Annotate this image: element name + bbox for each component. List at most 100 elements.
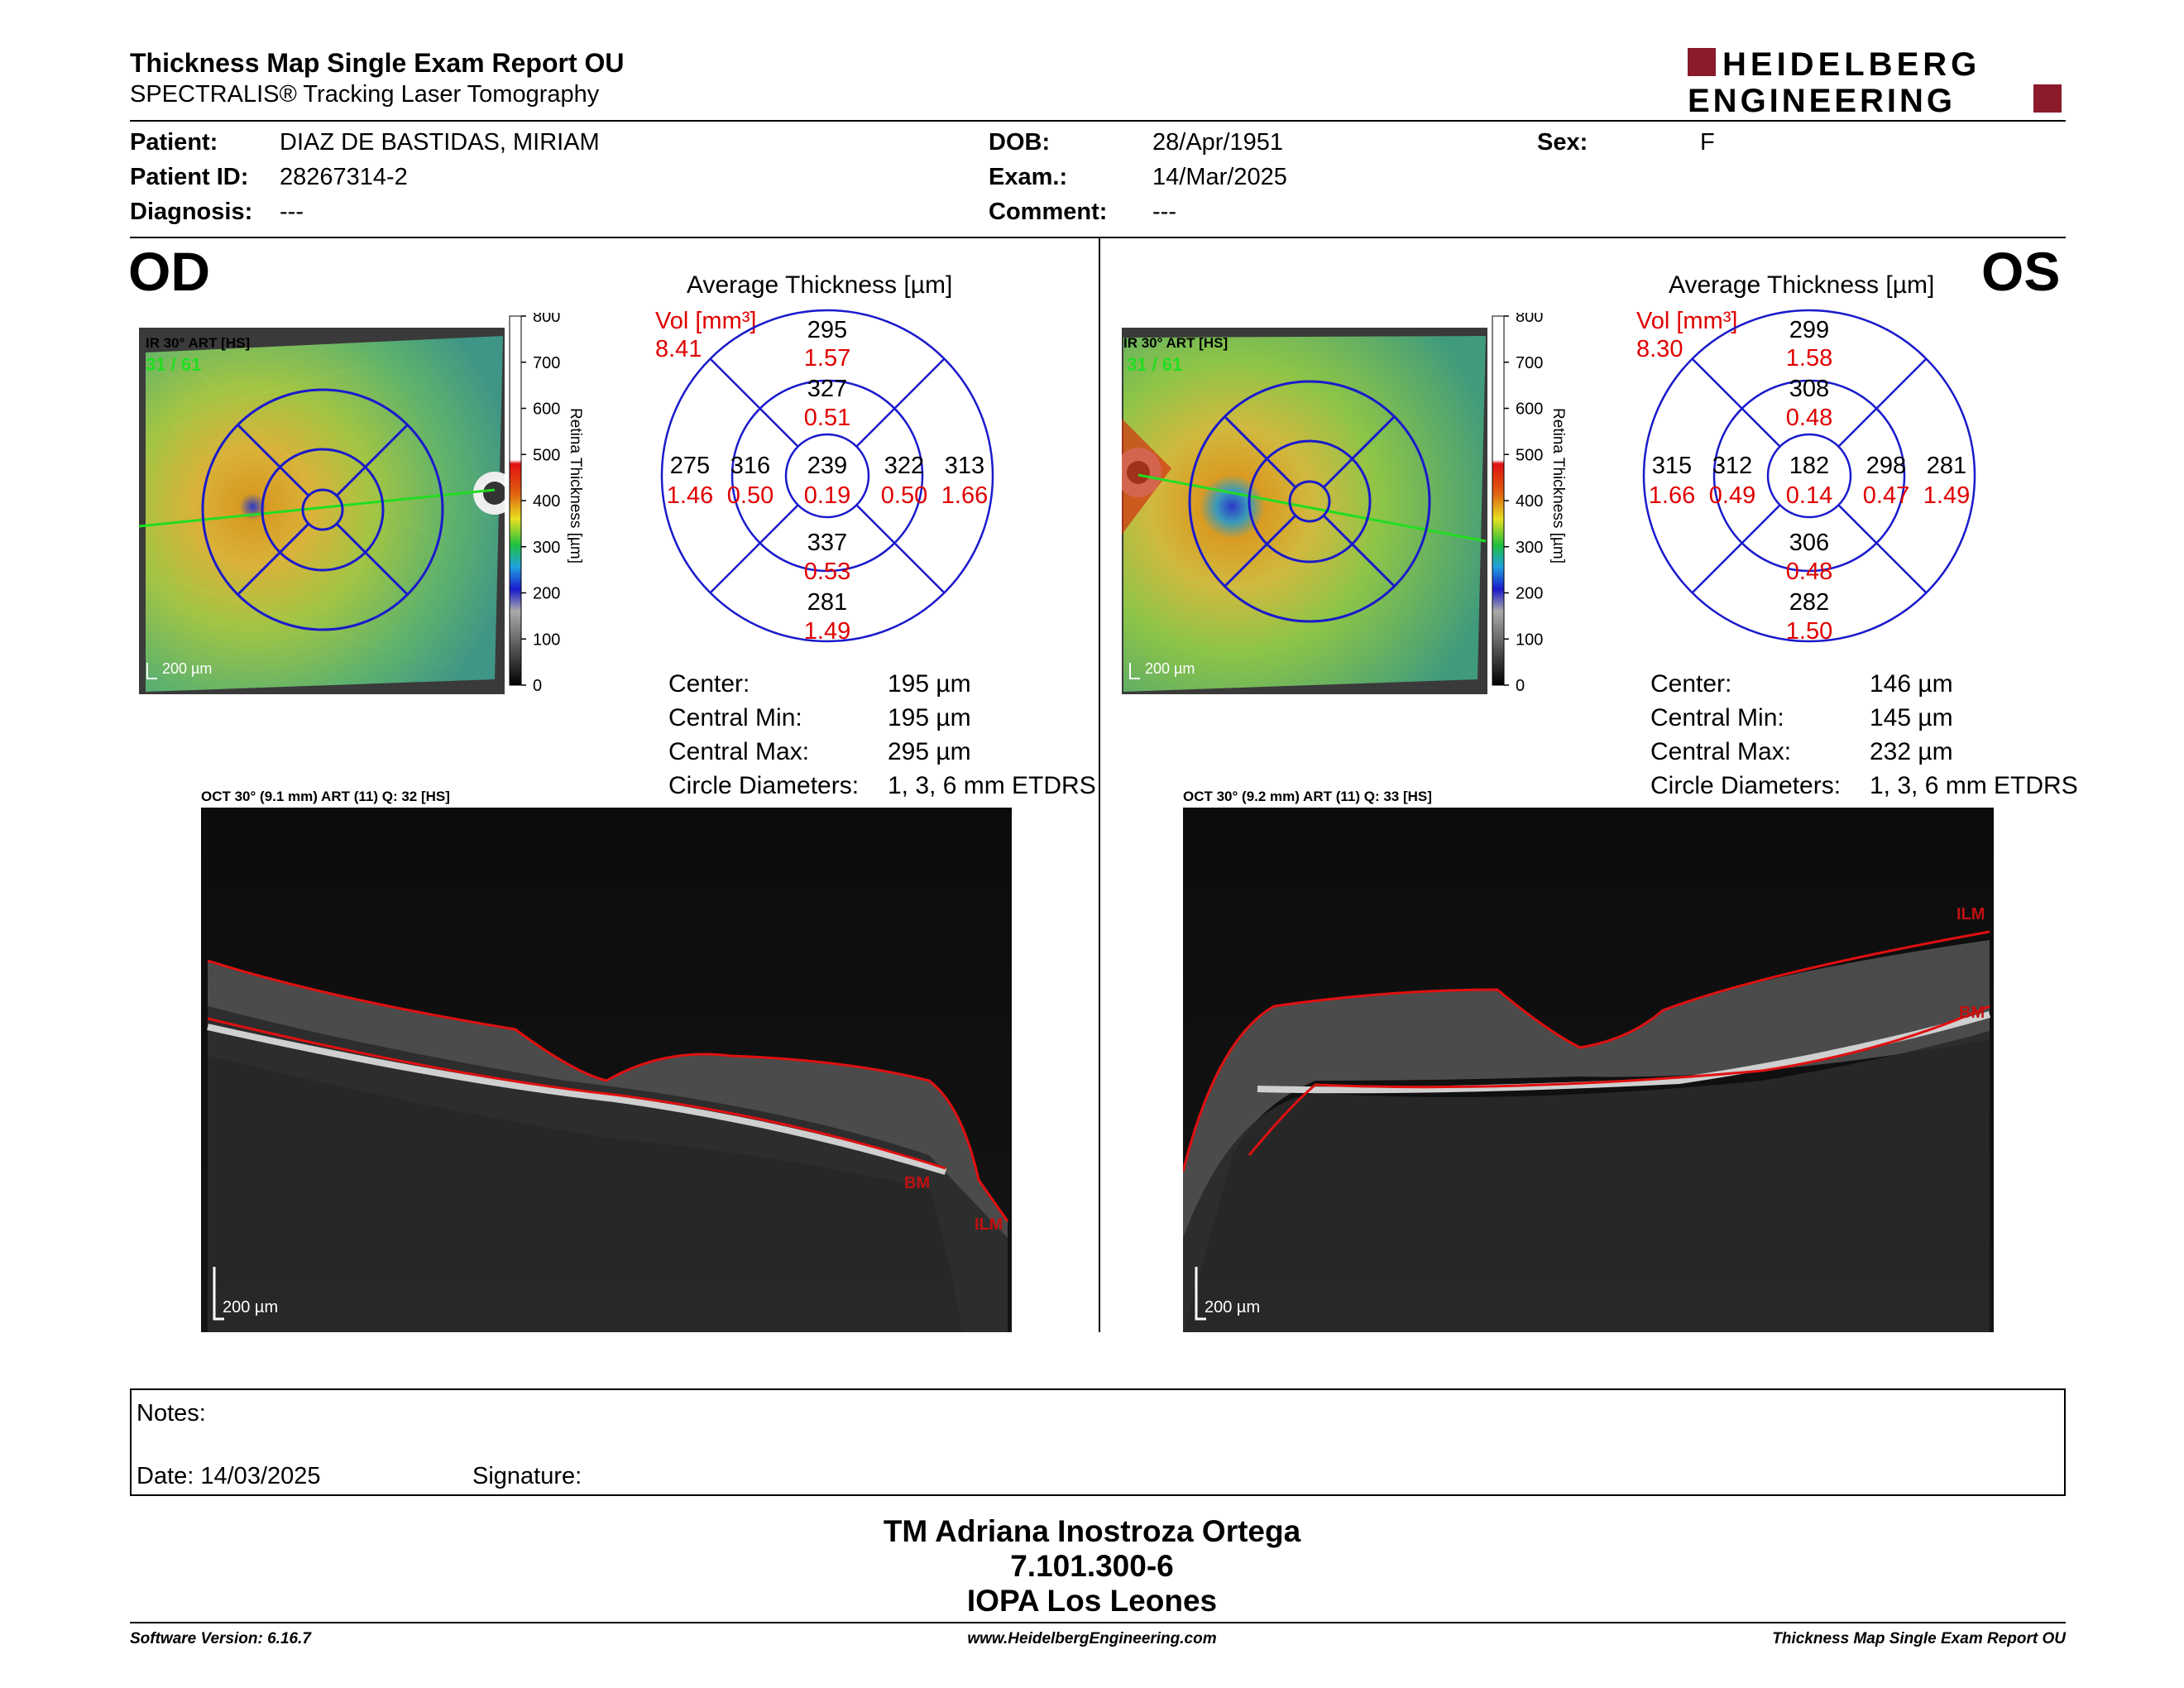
os-etdrs-grid: 299 1.58 308 0.48 315 1.66 312 0.49 182 … <box>1642 309 1976 645</box>
os-cmin-label: Central Min: <box>1650 704 1784 731</box>
od-eye-label: OD <box>128 241 210 302</box>
colorbar-tick-label: 600 <box>1516 400 1543 419</box>
od-center-volume: 0.19 <box>804 482 850 509</box>
sex-label: Sex: <box>1537 129 1588 156</box>
colorbar-tick-label: 200 <box>1516 585 1543 603</box>
os-inf-outer-volume: 1.50 <box>1786 618 1832 645</box>
patient-id-value: 28267314-2 <box>280 164 408 190</box>
od-sup-inner-thickness: 327 <box>807 376 847 402</box>
signoff-id: 7.101.300-6 <box>1010 1549 1174 1583</box>
od-nas-inner-thickness: 322 <box>884 453 924 479</box>
os-sup-inner-thickness: 308 <box>1789 376 1829 402</box>
os-nas-outer-thickness: 281 <box>1927 453 1966 479</box>
od-oct-label: OCT 30° (9.1 mm) ART (11) Q: 32 [HS] <box>201 789 450 804</box>
os-vol-value: 8.30 <box>1636 336 1684 362</box>
os-circ-label: Circle Diameters: <box>1650 772 1842 799</box>
os-ir-label: IR 30° ART [HS] <box>1123 335 1228 351</box>
logo-line2: ENGINEERING <box>1688 83 1956 116</box>
od-etdrs-grid: 295 1.57 327 0.51 275 1.46 316 0.50 239 … <box>660 309 994 645</box>
colorbar-tick-label: 100 <box>1516 631 1543 649</box>
od-vol-label: Vol [mm³] <box>655 308 757 334</box>
os-frame-label: 31 / 61 <box>1127 354 1182 375</box>
colorbar-tick-label: 800 <box>1516 313 1543 326</box>
od-inf-inner-volume: 0.53 <box>804 559 850 585</box>
notes-label: Notes: <box>136 1400 206 1427</box>
os-center-volume: 0.14 <box>1786 482 1832 509</box>
os-vol-label: Vol [mm³] <box>1636 308 1738 334</box>
os-inf-inner-volume: 0.48 <box>1786 559 1832 585</box>
diagnosis-label: Diagnosis: <box>130 199 253 225</box>
od-inf-outer-volume: 1.49 <box>804 618 850 645</box>
signoff-name: TM Adriana Inostroza Ortega <box>883 1514 1301 1548</box>
od-circ-value: 1, 3, 6 mm ETDRS <box>888 772 1096 799</box>
od-center-value: 195 µm <box>888 670 971 698</box>
os-bm-label: BM <box>1959 1004 1985 1022</box>
date-label: Date: 14/03/2025 <box>136 1463 321 1489</box>
sex-value: F <box>1700 129 1715 156</box>
patient-label: Patient: <box>130 129 218 156</box>
report-title: Thickness Map Single Exam Report OU <box>130 48 625 78</box>
os-cmax-label: Central Max: <box>1650 738 1792 765</box>
os-avg-title: Average Thickness [µm] <box>1669 271 1935 299</box>
website-link[interactable]: www.HeidelbergEngineering.com <box>967 1630 1217 1647</box>
od-cmax-label: Central Max: <box>668 738 810 765</box>
os-colorbar-title: Retina Thickness [µm] <box>1549 408 1567 563</box>
logo-line1: HEIDELBERG <box>1722 46 1980 83</box>
os-oct-label: OCT 30° (9.2 mm) ART (11) Q: 33 [HS] <box>1183 789 1432 804</box>
colorbar-tick-label: 400 <box>533 492 560 511</box>
colorbar-tick-label: 0 <box>533 677 542 693</box>
os-inf-outer-thickness: 282 <box>1789 589 1829 616</box>
od-inf-outer-thickness: 281 <box>807 589 847 616</box>
od-circ-label: Circle Diameters: <box>668 772 860 799</box>
notes-box[interactable]: Notes: Date: 14/03/2025 Signature: <box>130 1388 2066 1496</box>
od-center-label: Center: <box>668 670 750 698</box>
od-tem-outer-volume: 1.46 <box>667 482 713 509</box>
os-center-value: 146 µm <box>1870 670 1953 698</box>
colorbar-tick-label: 800 <box>533 313 560 326</box>
od-colorbar-ticks: 800 700 600 500 400 300 200 100 0 <box>521 313 560 693</box>
od-nas-outer-volume: 1.66 <box>941 482 988 509</box>
od-nas-inner-volume: 0.50 <box>881 482 927 509</box>
od-ilm-label: ILM <box>975 1216 1003 1234</box>
colorbar-tick-label: 100 <box>533 631 560 649</box>
od-center-thickness: 239 <box>807 453 847 479</box>
patient-id-label: Patient ID: <box>130 164 249 190</box>
dob-label: DOB: <box>989 129 1051 156</box>
dob-value: 28/Apr/1951 <box>1152 129 1284 156</box>
eye-divider <box>1099 238 1100 1332</box>
od-cmax-value: 295 µm <box>888 738 971 765</box>
heidelberg-logo: HEIDELBERG ENGINEERING <box>1688 46 2062 116</box>
os-cmin-value: 145 µm <box>1870 704 1953 731</box>
os-center-thickness: 182 <box>1789 453 1829 479</box>
od-scale-label: 200 µm <box>162 660 212 677</box>
os-cmax-value: 232 µm <box>1870 738 1953 765</box>
os-nas-inner-thickness: 298 <box>1866 453 1906 479</box>
os-thickness-map: IR 30° ART [HS] 31 / 61 200 µm <box>1122 328 1487 694</box>
os-tem-outer-volume: 1.66 <box>1649 482 1695 509</box>
os-center-label: Center: <box>1650 670 1732 698</box>
os-sup-outer-volume: 1.58 <box>1786 345 1832 372</box>
od-bm-label: BM <box>904 1174 930 1192</box>
comment-value: --- <box>1152 199 1176 225</box>
os-tem-inner-volume: 0.49 <box>1709 482 1755 509</box>
report-subtitle: SPECTRALIS® Tracking Laser Tomography <box>130 81 600 108</box>
colorbar-tick-label: 300 <box>533 539 560 557</box>
colorbar-tick-label: 700 <box>1516 354 1543 372</box>
exam-label: Exam.: <box>989 164 1068 190</box>
os-nas-inner-volume: 0.47 <box>1863 482 1909 509</box>
os-tem-outer-thickness: 315 <box>1652 453 1692 479</box>
diagnosis-value: --- <box>280 199 304 225</box>
os-oct-scale: 200 µm <box>1205 1298 1260 1316</box>
os-colorbar: 800 700 600 500 400 300 200 100 0 Retina Thickne… <box>1492 313 1567 693</box>
colorbar-tick-label: 300 <box>1516 539 1543 557</box>
od-cmin-label: Central Min: <box>668 704 802 731</box>
os-eye-label: OS <box>1981 241 2061 302</box>
od-nas-outer-thickness: 313 <box>945 453 984 479</box>
os-sup-inner-volume: 0.48 <box>1786 405 1832 431</box>
od-cmin-value: 195 µm <box>888 704 971 731</box>
os-inf-inner-thickness: 306 <box>1789 530 1829 556</box>
od-frame-label: 31 / 61 <box>146 354 201 375</box>
patient-value: DIAZ DE BASTIDAS, MIRIAM <box>280 129 600 156</box>
os-tem-inner-thickness: 312 <box>1712 453 1752 479</box>
exam-value: 14/Mar/2025 <box>1152 164 1287 190</box>
